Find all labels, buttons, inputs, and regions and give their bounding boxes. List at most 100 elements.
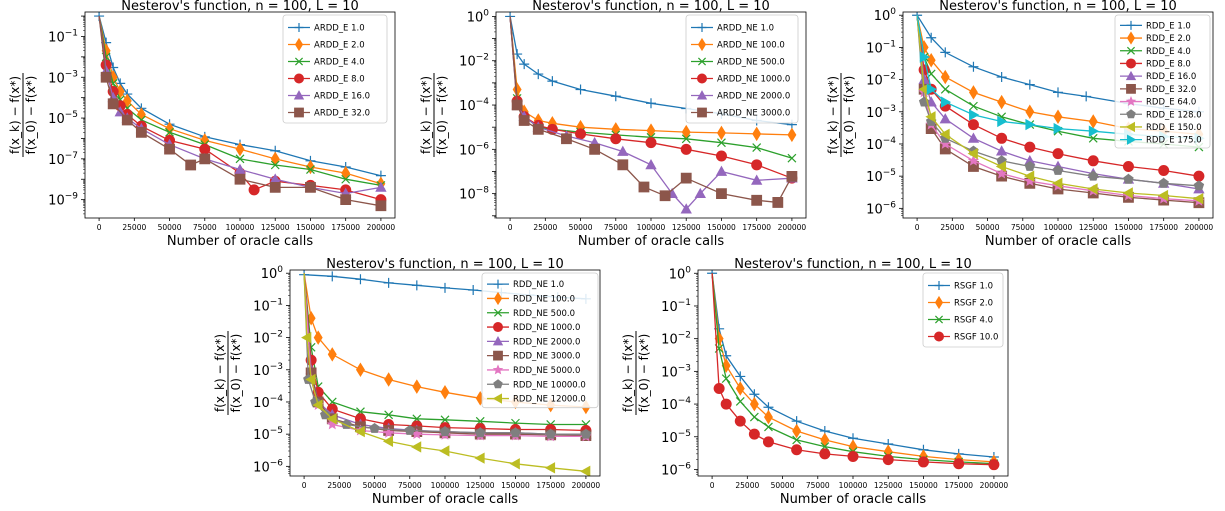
data-point [475,427,486,438]
data-point [716,125,726,141]
data-point [369,422,380,433]
data-point [412,379,422,394]
y-label-numerator: f(x_k) − f(x*) [213,334,227,412]
data-point [100,71,112,83]
legend-label: RDD_NE 500.0 [513,309,575,319]
y-tick-label: 10−1 [48,28,78,45]
legend-item: RDD_E 32.0 [1120,83,1196,95]
x-axis: 0 25000 50000 75000 100000 125000 150000 175000… [915,218,1213,232]
data-point [510,427,521,438]
legend-item: RDD_E 175.0 [1120,134,1202,146]
legend-marker [294,107,304,118]
data-point [680,172,692,184]
data-point [440,282,450,293]
x-tick-label: 25000 [327,481,351,490]
data-point [1088,114,1098,129]
legend: ARDD_NE 1.0 ARDD_NE 100.0 ARDD_NE 500.0 ARD… [685,14,799,124]
data-point [121,114,133,126]
legend-item: RDD_NE 2000.0 [487,336,580,347]
data-point [968,85,978,100]
data-point [561,133,572,145]
y-label-denominator: f(x_0) − f(x*) [24,76,38,155]
chart-title: Nesterov's function, n = 100, L = 10 [532,0,770,14]
x-tick-label: 100000 [1044,223,1073,232]
data-point [439,426,451,437]
legend-label: RDD_E 150.0 [1146,123,1202,133]
legend-label: RDD_NE 12000.0 [513,395,586,405]
data-point [1087,155,1099,167]
data-point [199,153,211,165]
y-axis-label: f(x_k) − f(x*) f(x_0) − f(x*) [419,73,449,157]
data-point [305,181,316,193]
data-point [996,72,1007,83]
data-point [340,194,352,206]
legend-marker [493,308,503,317]
legend: RDD_NE 1.0 RDD_NE 100.0 RDD_NE 500.0 RDD_NE… [481,272,599,409]
chart-panel-4: Nesterov's function, n = 100, L = 10 0 250… [213,257,600,507]
data-point [787,127,797,143]
legend-item: RDD_NE 1.0 [487,279,564,290]
y-tick-label: 10−7 [48,151,78,168]
y-tick-label: 10−4 [253,394,283,411]
legend-item: ARDD_E 1.0 [288,23,365,34]
y-axis: 10−8 10−6 10−4 10−2 100 [459,8,496,219]
y-axis: 10−6 10−5 10−4 10−3 10−2 10−1 100 [661,265,698,478]
x-tick-label: 175000 [944,481,973,490]
data-point [735,397,745,406]
data-point [199,143,211,155]
data-point [341,165,351,181]
x-tick-label: 0 [97,223,102,232]
x-tick-label: 175000 [536,481,565,490]
data-point [680,143,692,155]
legend-marker [493,291,503,306]
legend-label: ARDD_E 1.0 [314,24,365,34]
data-point [509,458,520,470]
legend-item: ARDD_E 32.0 [288,107,370,119]
data-point [713,382,725,394]
data-point [575,84,586,95]
data-point [786,170,798,182]
legend-item: ARDD_E 4.0 [288,57,365,68]
data-point [694,187,706,199]
data-point [748,428,760,440]
y-axis-label: f(x_k) − f(x*) f(x_0) − f(x*) [213,331,243,415]
legend-marker [1126,109,1136,119]
data-point [234,173,246,185]
legend: ARDD_E 1.0 ARDD_E 2.0 ARDD_E 4.0 ARDD_E 8.0… [282,14,388,124]
data-point [969,101,978,111]
legend-label: ARDD_NE 2000.0 [717,92,790,102]
data-point [355,274,366,285]
data-point [375,200,387,212]
x-tick-label: 200000 [778,223,807,232]
y-label-denominator: f(x_0) − f(x*) [435,76,449,155]
data-point [995,167,1008,179]
legend-item: RSGF 4.0 [928,315,993,326]
data-point [382,435,394,447]
x-tick-label: 100000 [637,223,666,232]
legend-label: RSGF 1.0 [954,282,993,292]
data-point [511,99,523,111]
x-tick-label: 150000 [707,223,736,232]
legend-marker [294,37,304,52]
legend-marker [493,379,503,389]
legend-label: RDD_E 4.0 [1146,47,1191,57]
legend-item: RDD_NE 1000.0 [487,322,580,333]
x-tick-label: 200000 [980,481,1009,490]
data-point [752,143,762,153]
legend-item: ARDD_NE 2000.0 [691,90,790,102]
y-tick-label: 10−2 [253,330,283,347]
y-tick-label: 10−1 [661,298,691,315]
data-point [1158,177,1169,188]
chart-title: Nesterov's function, n = 100, L = 10 [734,257,972,272]
data-point [269,181,281,193]
data-point [787,153,797,163]
legend-label: RDD_E 2.0 [1146,34,1191,44]
x-tick-label: 25000 [122,223,146,232]
data-point [580,465,591,476]
data-point [610,133,622,145]
data-point [847,450,859,462]
data-point [716,188,727,200]
legend-label: RDD_E 128.0 [1146,110,1202,120]
legend-item: RDD_E 128.0 [1120,109,1202,120]
y-tick-label: 10−6 [661,461,691,478]
